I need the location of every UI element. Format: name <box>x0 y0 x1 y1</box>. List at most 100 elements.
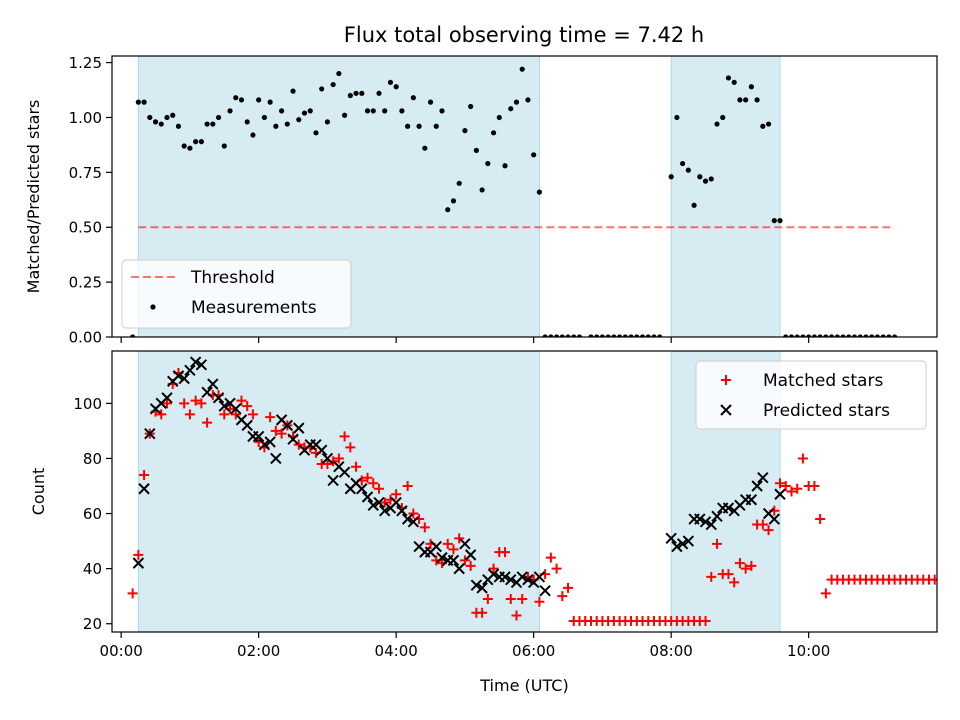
measurements-point <box>181 143 187 149</box>
measurements-point <box>330 81 336 88</box>
y-tick-label: 1.00 <box>69 109 102 127</box>
measurements-point <box>617 334 623 337</box>
measurements-point <box>256 97 262 103</box>
measurements-point <box>725 75 732 81</box>
y-tick-label: 0.25 <box>69 274 102 292</box>
measurements-point <box>141 99 147 105</box>
measurements-point <box>490 130 497 136</box>
predicted-stars-point <box>459 538 471 550</box>
predicted-stars-point <box>447 554 460 567</box>
matched-stars-point <box>454 533 465 544</box>
measurements-point <box>319 86 325 92</box>
measurements-point <box>874 334 881 337</box>
matched-stars-point <box>757 519 768 530</box>
predicted-stars-point <box>694 513 706 525</box>
predicted-stars-point <box>241 419 253 432</box>
measurements-point <box>697 174 703 180</box>
measurements-point <box>175 123 182 129</box>
measurements-point <box>261 114 267 121</box>
predicted-stars-point <box>327 474 339 487</box>
predicted-stars-point <box>230 403 242 415</box>
matched-stars-point <box>265 412 276 423</box>
matched-stars-point <box>339 431 350 442</box>
measurements-point <box>193 139 199 145</box>
predicted-stars-point <box>172 370 185 382</box>
matched-stars-point <box>419 522 430 533</box>
measurements-point <box>645 334 651 337</box>
measurements-point <box>405 123 411 129</box>
matched-stars-point <box>700 615 711 626</box>
measurements-point <box>548 334 554 337</box>
measurements-point <box>737 97 743 103</box>
measurements-point <box>605 334 611 337</box>
measurements-point <box>628 334 634 337</box>
y-tick-label: 80 <box>83 450 102 468</box>
observing-span <box>670 55 781 338</box>
measurements-point <box>164 114 170 121</box>
predicted-stars-point <box>682 535 695 547</box>
matched-stars-point <box>500 547 511 558</box>
data-points <box>130 66 898 337</box>
matched-stars-point <box>563 582 574 593</box>
predicted-stars-point <box>699 516 712 528</box>
matched-stars-point <box>723 569 734 580</box>
measurements-point <box>765 121 772 127</box>
measurements-point <box>674 114 680 121</box>
predicted-stars-point <box>258 438 271 451</box>
matched-stars-point <box>202 417 213 428</box>
y-tick-label: 20 <box>83 615 102 633</box>
measurements-point <box>135 99 141 105</box>
measurements-point <box>714 121 720 127</box>
matched-stars-point <box>379 497 390 508</box>
predicted-stars-point <box>212 392 225 404</box>
matched-stars-point <box>780 480 791 491</box>
measurements-point <box>479 187 485 193</box>
predicted-stars-point <box>356 483 368 495</box>
measurements-point <box>754 97 760 103</box>
predicted-stars-point <box>287 433 299 445</box>
measurements-point <box>370 108 376 114</box>
measurements-point <box>748 84 754 90</box>
measurements-point <box>290 88 296 94</box>
measurements-point <box>657 334 663 337</box>
measurements-point <box>851 334 858 337</box>
measurements-point <box>347 92 353 99</box>
predicted-stars-point <box>390 496 402 509</box>
measurements-point <box>800 334 806 337</box>
measurements-point <box>771 218 777 224</box>
chart-title: Flux total observing time = 7.42 h <box>344 23 704 47</box>
matched-stars-point <box>809 480 820 491</box>
measurements-point <box>599 334 606 337</box>
measurements-point <box>324 119 331 125</box>
predicted-stars-point <box>522 573 534 586</box>
measurements-point <box>427 99 434 105</box>
predicted-stars-point <box>361 491 374 503</box>
measurements-point <box>473 147 479 153</box>
predicted-stars-point <box>665 532 677 545</box>
measurements-point <box>542 334 548 337</box>
matched-stars-point <box>402 480 413 491</box>
measurements-point <box>680 160 686 167</box>
measurements-point <box>846 334 852 337</box>
measurements-point <box>336 70 342 77</box>
predicted-stars-point <box>144 427 156 440</box>
legend: Matched stars Predicted stars <box>695 360 927 430</box>
matched-stars-point <box>162 398 172 409</box>
predicted-stars-point <box>338 466 351 478</box>
predicted-stars-point <box>401 513 414 525</box>
matched-stars-point <box>351 461 362 472</box>
predicted-stars-point <box>161 392 173 404</box>
measurements-point <box>307 108 313 114</box>
measurements-point <box>278 108 285 114</box>
measurements-point <box>536 189 542 195</box>
matched-stars-point <box>459 555 470 566</box>
matched-stars-point <box>156 409 167 420</box>
predicted-stars-point <box>436 551 448 564</box>
legend-predicted-label: Predicted stars <box>763 401 890 421</box>
matched-stars-point <box>322 458 333 469</box>
matched-stars-point <box>442 538 453 549</box>
measurements-point <box>639 334 646 337</box>
measurements-point <box>811 334 817 337</box>
y-tick-label: 100 <box>73 395 102 413</box>
predicted-stars-point <box>218 400 230 412</box>
